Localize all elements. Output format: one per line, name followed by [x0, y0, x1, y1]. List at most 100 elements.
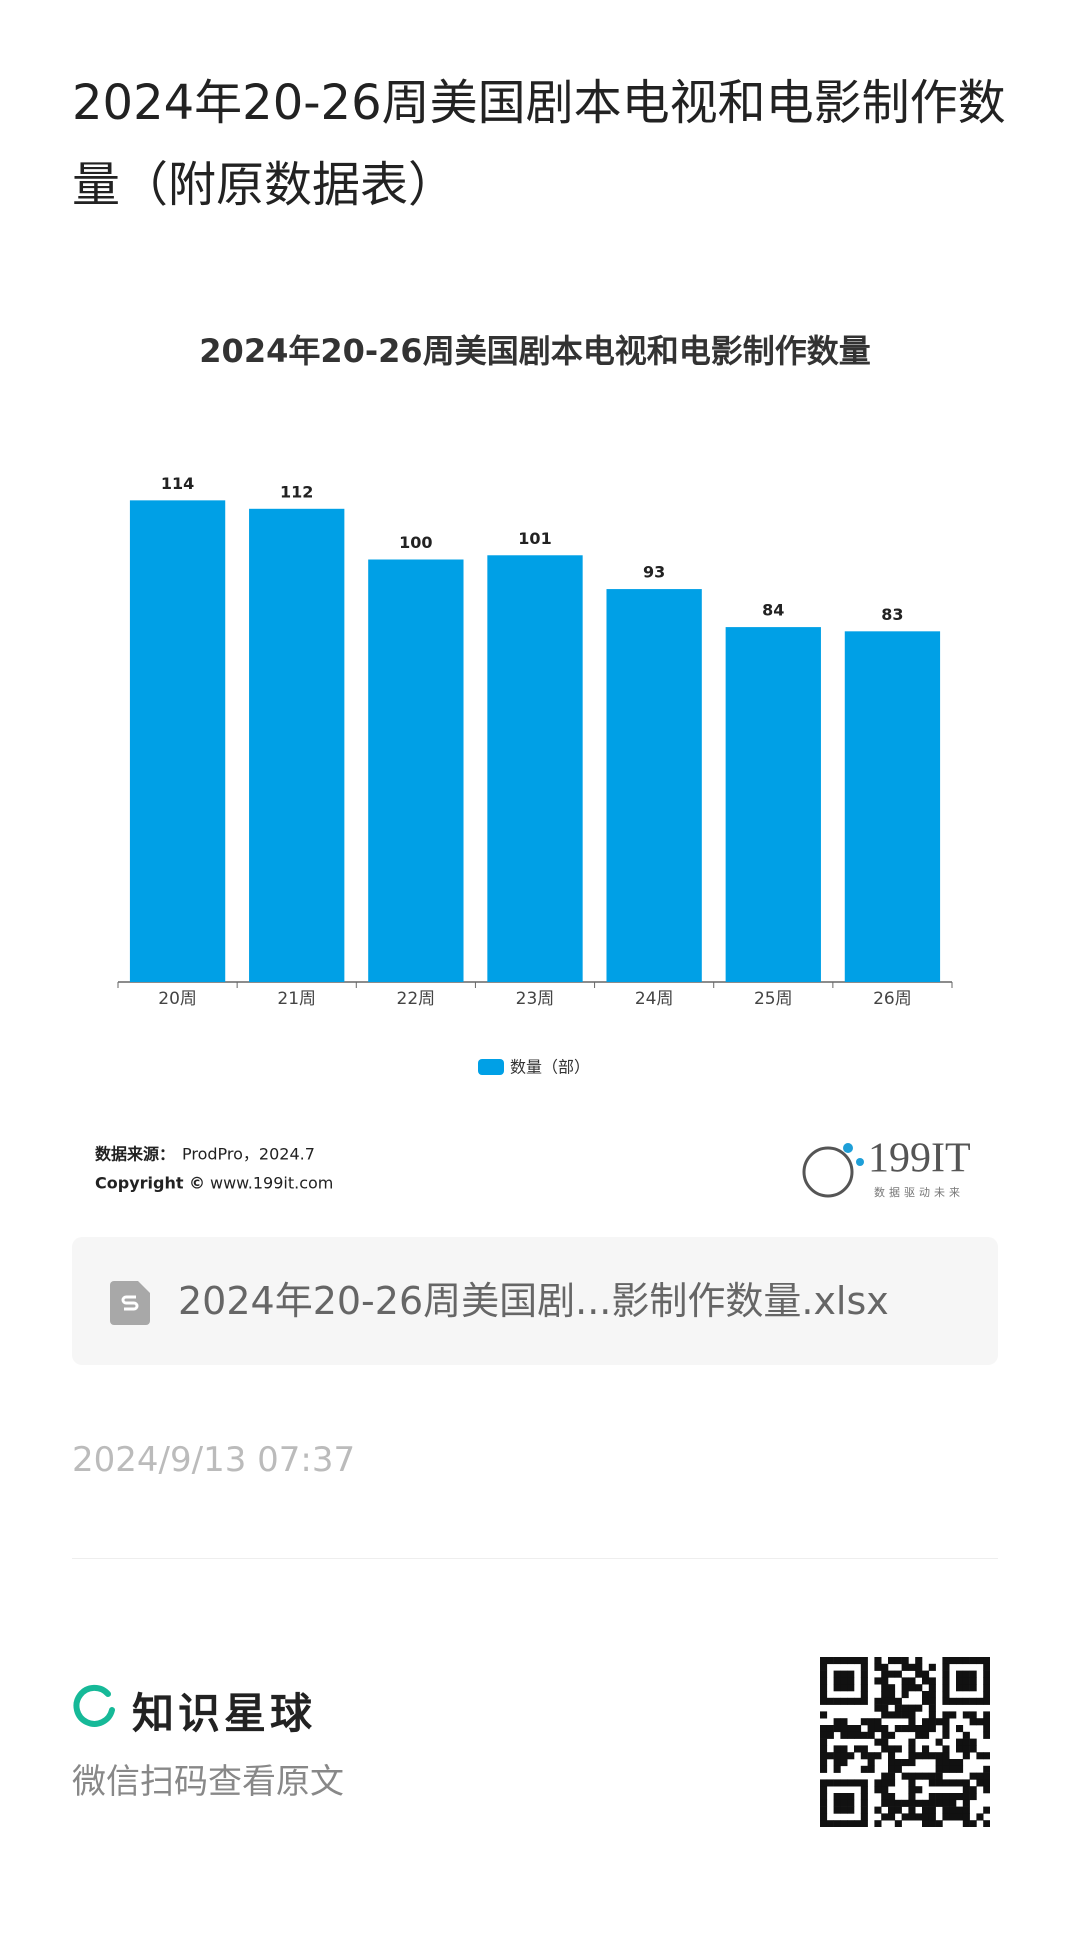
- qr-module: [888, 1731, 896, 1739]
- qr-module: [962, 1793, 970, 1801]
- qr-module: [901, 1691, 909, 1699]
- qr-code[interactable]: [820, 1657, 990, 1827]
- qr-module: [881, 1711, 889, 1719]
- qr-module: [860, 1799, 868, 1807]
- qr-module: [928, 1718, 936, 1726]
- qr-module: [962, 1813, 970, 1821]
- qr-module: [860, 1663, 868, 1671]
- qr-module: [928, 1772, 936, 1780]
- qr-module: [881, 1731, 889, 1739]
- qr-module: [962, 1684, 970, 1692]
- qr-module: [874, 1697, 882, 1705]
- qr-module: [894, 1745, 902, 1753]
- qr-module: [949, 1759, 957, 1767]
- qr-module: [874, 1820, 882, 1827]
- qr-module: [860, 1793, 868, 1801]
- qr-module: [962, 1670, 970, 1678]
- qr-module: [908, 1725, 916, 1733]
- qr-module: [962, 1745, 970, 1753]
- qr-module: [942, 1663, 950, 1671]
- qr-module: [881, 1779, 889, 1787]
- qr-module: [881, 1704, 889, 1712]
- qr-module: [949, 1765, 957, 1773]
- qr-module: [915, 1731, 923, 1739]
- qr-module: [922, 1691, 930, 1699]
- qr-module: [860, 1670, 868, 1678]
- qr-module: [956, 1738, 964, 1746]
- qr-module: [908, 1684, 916, 1692]
- qr-module: [833, 1745, 841, 1753]
- qr-module: [983, 1684, 990, 1692]
- qr-module: [833, 1779, 841, 1787]
- qr-module: [962, 1806, 970, 1814]
- qr-module: [888, 1772, 896, 1780]
- qr-module: [888, 1670, 896, 1678]
- qr-module: [956, 1677, 964, 1685]
- qr-module: [820, 1793, 828, 1801]
- logo-dot: [856, 1158, 864, 1166]
- qr-module: [881, 1677, 889, 1685]
- qr-module: [969, 1677, 977, 1685]
- qr-module: [901, 1677, 909, 1685]
- qr-module: [847, 1677, 855, 1685]
- qr-module: [894, 1725, 902, 1733]
- qr-module: [928, 1684, 936, 1692]
- qr-module: [820, 1738, 828, 1746]
- qr-module: [983, 1820, 990, 1827]
- qr-module: [888, 1765, 896, 1773]
- qr-module: [867, 1718, 875, 1726]
- qr-module: [894, 1704, 902, 1712]
- qr-module: [942, 1779, 950, 1787]
- qr-module: [881, 1663, 889, 1671]
- x-tick-label: 24周: [635, 989, 674, 1009]
- qr-module: [983, 1691, 990, 1699]
- qr-module: [860, 1691, 868, 1699]
- qr-module: [847, 1697, 855, 1705]
- qr-module: [976, 1779, 984, 1787]
- qr-module: [840, 1806, 848, 1814]
- qr-module: [847, 1820, 855, 1827]
- qr-module: [840, 1697, 848, 1705]
- qr-module: [840, 1731, 848, 1739]
- qr-module: [820, 1663, 828, 1671]
- qr-module: [976, 1752, 984, 1760]
- value-label: 100: [399, 533, 432, 552]
- qr-module: [901, 1772, 909, 1780]
- qr-module: [888, 1806, 896, 1814]
- qr-module: [840, 1745, 848, 1753]
- value-label: 93: [643, 563, 665, 582]
- qr-module: [942, 1684, 950, 1692]
- qr-module: [854, 1745, 862, 1753]
- site: www.199it.com: [210, 1174, 333, 1193]
- value-label: 114: [161, 474, 194, 493]
- qr-module: [820, 1806, 828, 1814]
- qr-module: [942, 1759, 950, 1767]
- qr-module: [935, 1765, 943, 1773]
- qr-module: [894, 1806, 902, 1814]
- qr-module: [874, 1806, 882, 1814]
- qr-module: [928, 1793, 936, 1801]
- qr-module: [881, 1793, 889, 1801]
- qr-module: [888, 1752, 896, 1760]
- qr-module: [854, 1820, 862, 1827]
- qr-module: [935, 1718, 943, 1726]
- qr-module: [867, 1725, 875, 1733]
- qr-module: [826, 1752, 834, 1760]
- qr-module: [833, 1677, 841, 1685]
- qr-module: [901, 1704, 909, 1712]
- qr-module: [881, 1738, 889, 1746]
- qr-module: [847, 1806, 855, 1814]
- qr-module: [840, 1752, 848, 1760]
- qr-module: [983, 1786, 990, 1794]
- qr-module: [949, 1813, 957, 1821]
- qr-module: [983, 1772, 990, 1780]
- qr-module: [983, 1779, 990, 1787]
- file-card[interactable]: 2024年20-26周美国剧...影制作数量.xlsx: [72, 1237, 998, 1365]
- qr-module: [969, 1745, 977, 1753]
- qr-module: [976, 1718, 984, 1726]
- chart-title: 2024年20-26周美国剧本电视和电影制作数量: [199, 332, 870, 370]
- qr-module: [962, 1738, 970, 1746]
- qr-module: [881, 1697, 889, 1705]
- qr-module: [983, 1752, 990, 1760]
